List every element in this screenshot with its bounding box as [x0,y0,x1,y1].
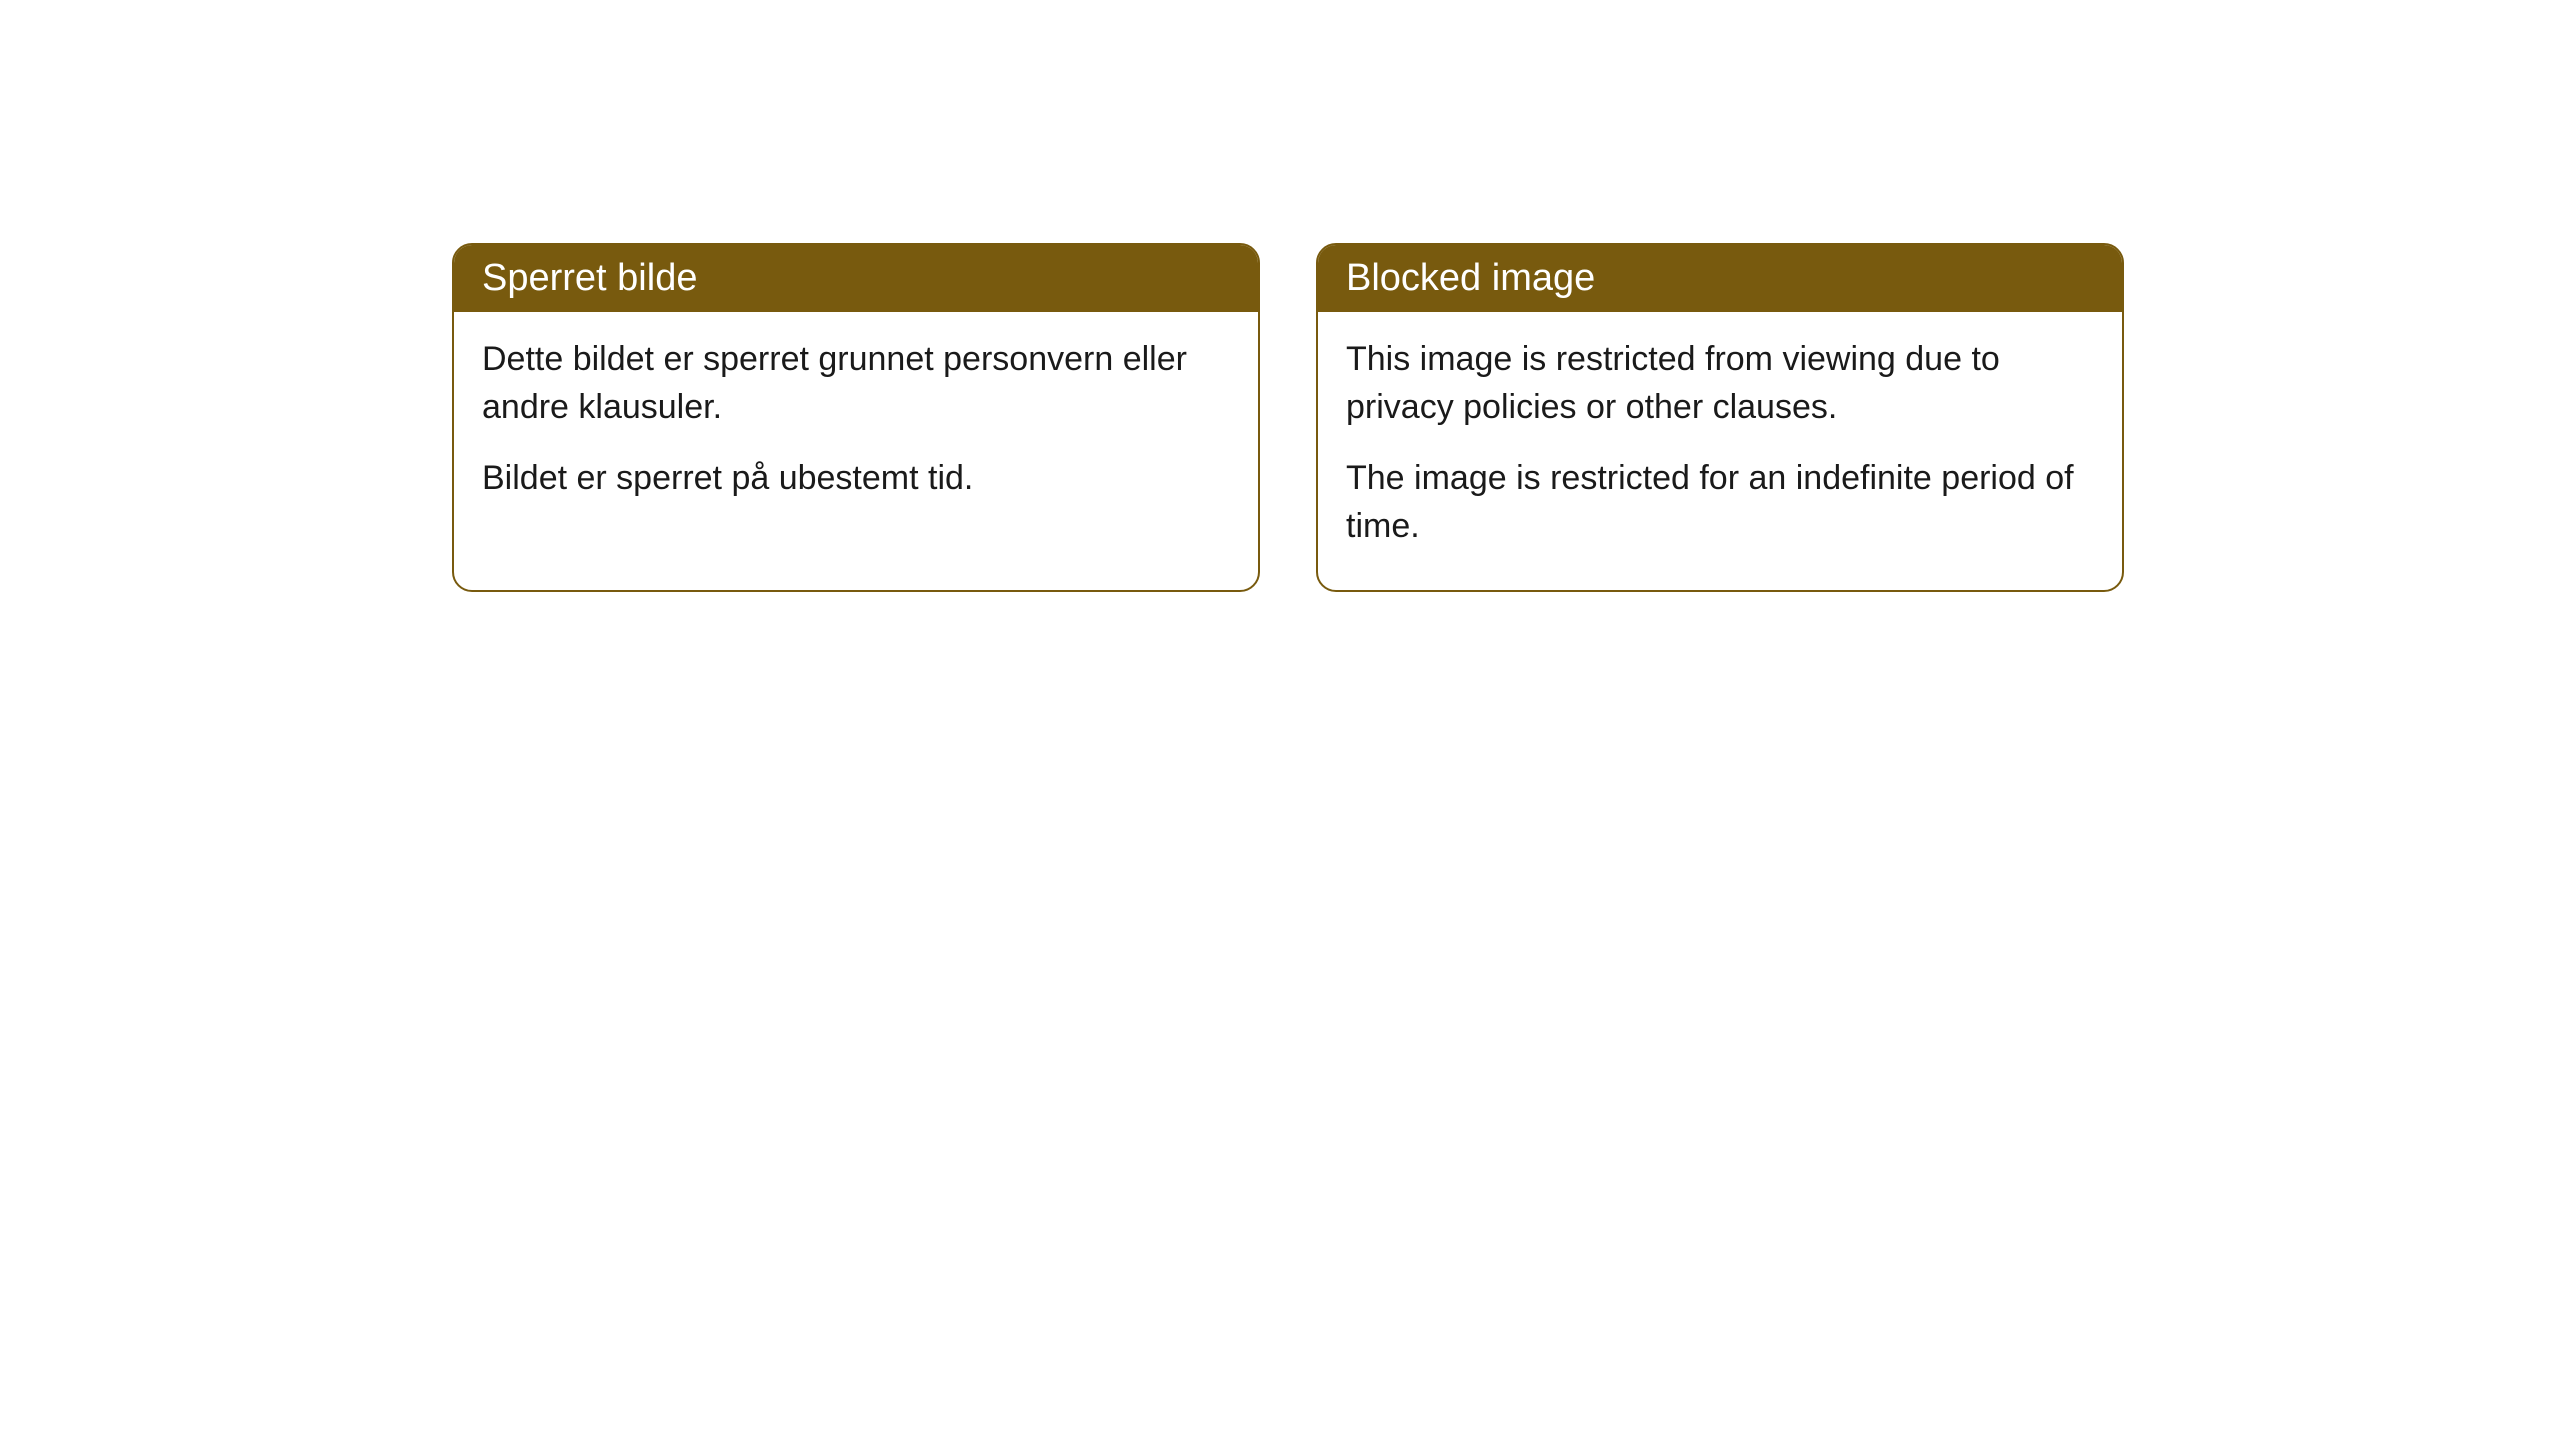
card-title: Blocked image [1346,257,1595,299]
blocked-image-card-norwegian: Sperret bilde Dette bildet er sperret gr… [452,243,1260,592]
card-paragraph: This image is restricted from viewing du… [1346,336,2094,431]
card-paragraph: Bildet er sperret på ubestemt tid. [482,455,1230,503]
card-paragraph: The image is restricted for an indefinit… [1346,455,2094,550]
card-body-norwegian: Dette bildet er sperret grunnet personve… [454,312,1258,543]
card-header-norwegian: Sperret bilde [454,245,1258,312]
blocked-image-card-english: Blocked image This image is restricted f… [1316,243,2124,592]
card-body-english: This image is restricted from viewing du… [1318,312,2122,590]
card-title: Sperret bilde [482,257,697,299]
notice-container: Sperret bilde Dette bildet er sperret gr… [452,243,2124,592]
card-header-english: Blocked image [1318,245,2122,312]
card-paragraph: Dette bildet er sperret grunnet personve… [482,336,1230,431]
